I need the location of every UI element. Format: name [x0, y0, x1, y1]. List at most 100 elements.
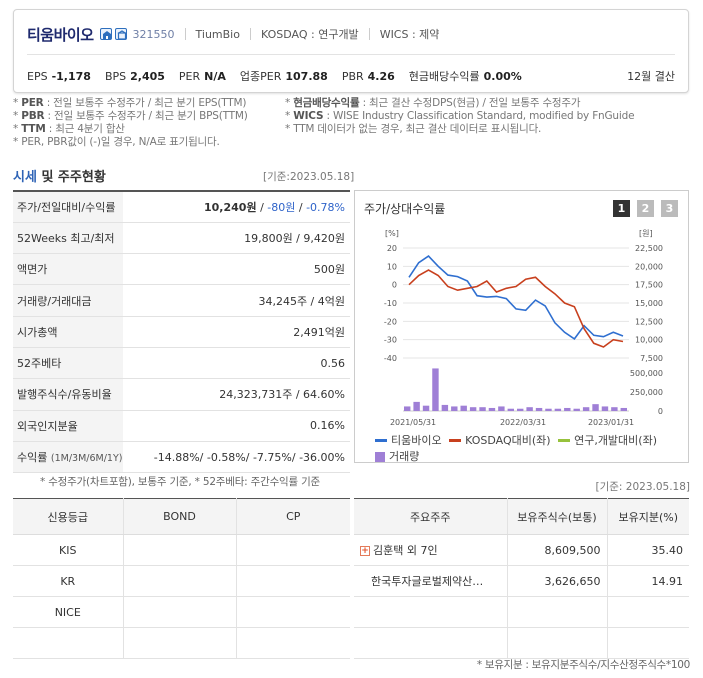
series-line-1: [408, 269, 624, 348]
volume-bar: [564, 407, 571, 411]
volume-bar: [404, 406, 411, 411]
table-header-row: 신용등급 BOND CP: [13, 498, 350, 535]
company-english-name: TiumBio: [195, 27, 240, 41]
table-row: NICE: [13, 596, 350, 628]
price-change-rate: -0.78%: [306, 200, 345, 214]
left-tick-label: -20: [384, 317, 397, 326]
volume-bar: [469, 407, 477, 411]
stock-code: 321550: [132, 27, 175, 41]
metric-per: PER N/A: [178, 69, 226, 83]
holders-date: [기준: 2023.05.18]: [595, 481, 690, 493]
table-row: 한국투자글로벌제약산… 3,626,650 14.91: [354, 565, 689, 597]
right-tick-label: 22,500: [635, 244, 663, 253]
building-icon[interactable]: [99, 28, 112, 40]
major-holders-table: 주요주주 보유주식수(보통) 보유지분(%) + 김훈택 외 7인 8,609,5…: [354, 498, 689, 659]
table-row: 거래량/거래대금 34,245주 / 4억원: [13, 284, 350, 317]
volume-bar: [620, 407, 627, 411]
returns-value: -14.88%/ -0.58%/ -7.75%/ -36.00%: [123, 441, 350, 474]
metric-notes: * PER : 전일 보통주 수정주가 / 최근 분기 EPS(TTM) * 현…: [13, 97, 635, 148]
volume-bar: [554, 408, 562, 411]
table-row: 주가/전일대비/수익률 10,240원 / -80원 / -0.78%: [13, 191, 350, 223]
table-row: 액면가 500원: [13, 253, 350, 286]
table-row: KR: [13, 565, 350, 597]
metric-bps: BPS 2,405: [104, 69, 165, 83]
volume-bar: [413, 401, 420, 411]
series-line-0: [408, 255, 624, 340]
row-value: 10,240원 / -80원 / -0.78%: [123, 191, 350, 223]
divider: [368, 28, 370, 40]
divider: [249, 28, 251, 40]
holders-note: * 보유지분 : 보유지분주식수/지수산정주식수*100: [476, 659, 690, 671]
metric-dividend-yield: 현금배당수익률 0.00%: [408, 70, 522, 83]
table-row: [354, 627, 689, 659]
left-axis-unit: [%]: [385, 229, 399, 238]
company-title-row: 티움바이오 321550 TiumBio KOSDAQ : 연구개발 WICS …: [27, 24, 439, 44]
price-chart-panel: 주가/상대수익률 1 2 3 [%] [원] 20 10 0 -10 -20 -30 -40 22…: [354, 190, 689, 463]
left-tick-label: 20: [387, 244, 397, 253]
left-tick-label: -40: [384, 354, 397, 363]
volume-bar: [460, 405, 467, 411]
period-button-2[interactable]: 2: [637, 200, 654, 217]
chart-legend: 티움바이오 KOSDAQ대비(좌) 연구,개발대비(좌) 거래량: [375, 431, 661, 467]
volume-bar: [526, 407, 533, 411]
table-row: KIS: [13, 534, 350, 566]
expand-icon[interactable]: +: [360, 546, 370, 556]
volume-bar: [507, 408, 514, 411]
volume-tick-label: 500,000: [630, 369, 663, 378]
volume-bar: [432, 368, 439, 411]
volume-bar: [573, 408, 580, 411]
volume-bar: [592, 404, 599, 411]
left-tick-label: -30: [384, 336, 397, 345]
table-header-row: 주요주주 보유주식수(보통) 보유지분(%): [354, 498, 689, 535]
price-chart: [%] [원] 20 10 0 -10 -20 -30 -40 22,500 20,000 17,50…: [384, 229, 663, 427]
volume-bar: [517, 408, 524, 411]
right-tick-label: 7,500: [640, 354, 663, 363]
metric-pbr: PBR 4.26: [341, 69, 395, 83]
volume-bar: [582, 407, 590, 411]
right-tick-label: 12,500: [635, 317, 663, 326]
volume-bar: [451, 406, 458, 411]
company-header: 티움바이오 321550 TiumBio KOSDAQ : 연구개발 WICS …: [13, 9, 689, 93]
period-button-3[interactable]: 3: [661, 200, 678, 217]
legend-item-volume[interactable]: 거래량: [375, 449, 419, 465]
right-axis-unit: [원]: [639, 229, 653, 238]
market-table-note: * 수정주가(차트포함), 보통주 기준, * 52주베타: 주간수익률 기준: [40, 476, 321, 488]
right-tick-label: 17,500: [635, 281, 663, 290]
metrics-row: EPS -1,178 BPS 2,405 PER N/A 업종PER 107.88 PB…: [27, 68, 675, 84]
table-row: [354, 596, 689, 628]
company-name[interactable]: 티움바이오: [27, 25, 94, 44]
volume-bar: [498, 406, 505, 411]
volume-bar: [535, 407, 543, 411]
section-title: 시세 및 주주현황: [13, 170, 106, 185]
volume-bar: [611, 407, 618, 411]
period-button-1[interactable]: 1: [613, 200, 630, 217]
holder-name[interactable]: 김훈택 외 7인: [373, 544, 438, 557]
x-tick-label: 2022/03/31: [500, 418, 546, 427]
table-row: 시가총액 2,491억원: [13, 316, 350, 348]
divider: [184, 28, 186, 40]
x-tick-label: 2021/05/31: [390, 418, 436, 427]
price-change: -80원: [267, 200, 296, 214]
period-buttons: 1 2 3: [606, 200, 678, 217]
volume-tick-label: 0: [658, 407, 663, 416]
building-alt-icon[interactable]: [114, 28, 127, 40]
legend-item-kosdaq[interactable]: KOSDAQ대비(좌): [449, 433, 551, 449]
legend-item-stock[interactable]: 티움바이오: [375, 433, 442, 449]
right-tick-label: 10,000: [635, 336, 663, 345]
price-value: 10,240원: [204, 200, 257, 214]
legend-item-sector[interactable]: 연구,개발대비(좌): [558, 433, 657, 449]
right-tick-label: 15,000: [635, 299, 663, 308]
volume-bar: [545, 408, 552, 411]
holder-name: 한국투자글로벌제약산…: [354, 565, 508, 597]
row-label: 주가/전일대비/수익률: [13, 191, 123, 223]
volume-bar: [479, 407, 486, 411]
table-row: 외국인지분율 0.16%: [13, 410, 350, 442]
volume-bar: [488, 407, 496, 411]
header-divider: [27, 54, 675, 55]
market-sector: KOSDAQ : 연구개발: [260, 28, 359, 41]
table-row: + 김훈택 외 7인 8,609,500 35.40: [354, 534, 689, 566]
volume-bar: [441, 404, 449, 411]
x-tick-label: 2023/01/31: [588, 418, 634, 427]
volume-bar: [422, 405, 430, 411]
table-row: [13, 627, 350, 659]
